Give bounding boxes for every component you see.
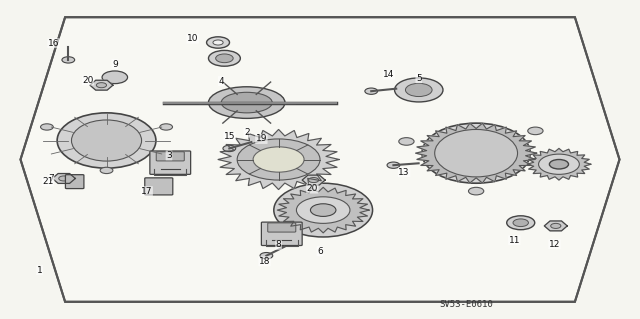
Circle shape — [100, 167, 113, 174]
Text: 2: 2 — [244, 128, 250, 137]
Circle shape — [539, 154, 579, 174]
Text: 17: 17 — [141, 187, 152, 196]
Text: 9: 9 — [112, 60, 118, 69]
Polygon shape — [302, 175, 325, 185]
Polygon shape — [52, 174, 76, 183]
Text: SV53-E0610: SV53-E0610 — [440, 300, 493, 309]
Circle shape — [102, 71, 127, 84]
Text: 18: 18 — [259, 257, 270, 266]
Text: 4: 4 — [218, 77, 224, 85]
Circle shape — [59, 176, 69, 181]
Circle shape — [441, 136, 511, 171]
Ellipse shape — [422, 123, 531, 183]
Ellipse shape — [57, 113, 156, 168]
Ellipse shape — [435, 130, 518, 177]
FancyBboxPatch shape — [65, 175, 84, 189]
Ellipse shape — [274, 183, 372, 237]
Polygon shape — [218, 130, 339, 189]
Text: 7: 7 — [48, 174, 54, 183]
Circle shape — [394, 78, 443, 102]
Circle shape — [468, 187, 484, 195]
Circle shape — [550, 223, 561, 228]
Text: 12: 12 — [549, 240, 560, 249]
Circle shape — [81, 128, 132, 153]
Circle shape — [209, 50, 241, 66]
Ellipse shape — [221, 92, 272, 113]
Text: 21: 21 — [42, 177, 54, 186]
Circle shape — [216, 54, 233, 63]
Polygon shape — [527, 148, 591, 180]
Text: 14: 14 — [383, 70, 394, 79]
Circle shape — [387, 162, 400, 168]
Circle shape — [253, 147, 304, 172]
FancyBboxPatch shape — [145, 178, 173, 195]
Circle shape — [97, 83, 106, 88]
Text: 3: 3 — [166, 151, 172, 160]
Polygon shape — [20, 17, 620, 302]
Text: 15: 15 — [224, 132, 236, 141]
Circle shape — [528, 127, 543, 135]
Circle shape — [223, 145, 236, 152]
Text: 6: 6 — [317, 247, 323, 256]
Circle shape — [237, 139, 320, 180]
FancyBboxPatch shape — [261, 222, 302, 246]
Circle shape — [213, 40, 223, 45]
Circle shape — [160, 124, 173, 130]
FancyBboxPatch shape — [268, 223, 296, 232]
FancyBboxPatch shape — [156, 152, 184, 161]
Circle shape — [460, 145, 492, 161]
Circle shape — [310, 204, 336, 216]
Text: 1: 1 — [36, 266, 42, 275]
Text: 20: 20 — [307, 184, 318, 193]
FancyBboxPatch shape — [150, 151, 191, 174]
Text: 11: 11 — [509, 236, 520, 245]
Text: 16: 16 — [48, 39, 60, 48]
Circle shape — [365, 88, 378, 94]
Circle shape — [40, 124, 53, 130]
Circle shape — [296, 197, 350, 223]
Circle shape — [513, 219, 529, 226]
Ellipse shape — [209, 87, 285, 118]
Circle shape — [207, 37, 230, 48]
Polygon shape — [90, 80, 113, 90]
Text: 5: 5 — [416, 74, 422, 83]
Polygon shape — [544, 221, 567, 231]
Circle shape — [399, 138, 414, 145]
Circle shape — [308, 178, 319, 182]
Polygon shape — [277, 187, 369, 233]
Circle shape — [507, 216, 535, 230]
Text: 8: 8 — [276, 241, 282, 249]
Text: 19: 19 — [255, 134, 267, 144]
Text: 10: 10 — [187, 34, 198, 43]
Circle shape — [406, 83, 432, 97]
Ellipse shape — [72, 120, 141, 161]
Text: 20: 20 — [83, 76, 93, 85]
Polygon shape — [415, 123, 537, 183]
Circle shape — [549, 160, 568, 169]
Circle shape — [62, 57, 75, 63]
Circle shape — [260, 253, 273, 259]
Text: 13: 13 — [398, 168, 410, 177]
